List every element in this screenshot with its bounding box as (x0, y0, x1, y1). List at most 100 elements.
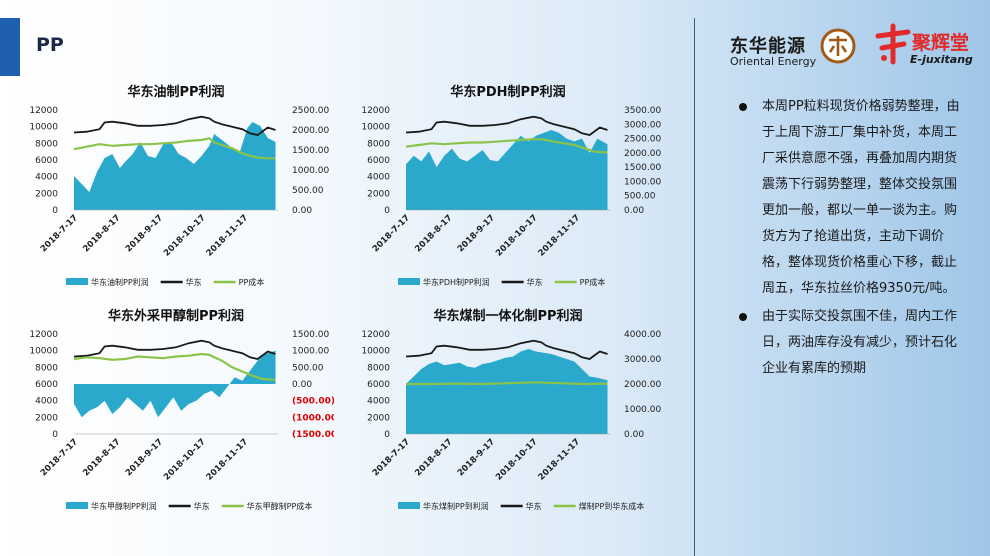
right-tick-label: 0.00 (292, 380, 312, 390)
right-tick-label: 0.00 (292, 206, 312, 216)
note-item: 由于实际交投氛围不佳，周内工作日，两油库存没有减少，预计石化企业有累库的预期 (737, 304, 969, 382)
right-tick-label: 2000.00 (624, 149, 661, 159)
right-tick-label: 0.00 (624, 206, 644, 216)
right-tick-label: 1500.00 (624, 163, 661, 173)
left-tick-label: 4000 (35, 173, 58, 183)
cost-line (73, 137, 276, 160)
chart-title: 华东煤制一体化制PP利润 (433, 308, 582, 324)
x-tick-label: 2018-9-17 (456, 213, 497, 254)
left-tick-label: 0 (52, 430, 58, 440)
left-tick-label: 10000 (361, 123, 390, 133)
left-tick-label: 12000 (361, 106, 390, 116)
oriental-emblem-icon (820, 28, 856, 64)
bullet-icon (739, 313, 747, 321)
legend-label: 华东油制PP利润 (91, 277, 149, 287)
profit-area (406, 130, 608, 210)
left-tick-label: 0 (384, 206, 390, 216)
chart-oil-pp-profit: 华东油制PP利润 12000 10000 8000 6000 4000 2000 0 2500.… (14, 76, 334, 306)
right-tick-label: 500.00 (624, 192, 656, 202)
profit-area (74, 122, 276, 210)
price-line (73, 115, 276, 136)
left-tick-label: 12000 (361, 330, 390, 340)
chart-oil-pp-profit-svg: 华东油制PP利润 12000 10000 8000 6000 4000 2000 0 2500.… (29, 84, 329, 287)
x-tick-label: 2018-11-17 (537, 213, 583, 259)
right-tick-label: 1500.00 (292, 330, 329, 340)
x-tick-label: 2018-10-17 (494, 213, 540, 259)
legend-label: 华东甲醇制PP成本 (247, 501, 313, 511)
right-tick-label: 1000.00 (292, 347, 329, 357)
x-tick-label: 2018-8-17 (81, 213, 122, 254)
right-tick-label: 2000.00 (624, 380, 661, 390)
left-tick-label: 2000 (367, 413, 390, 423)
right-tick-label: 2500.00 (292, 106, 329, 116)
left-tick-label: 4000 (35, 397, 58, 407)
x-tick-label: 2018-9-17 (124, 437, 165, 478)
legend-label: 华东甲醇制PP利润 (91, 501, 157, 511)
left-tick-label: 8000 (367, 139, 390, 149)
chart-title: 华东外采甲醇制PP利润 (108, 308, 244, 324)
left-tick-label: 8000 (35, 139, 58, 149)
price-line (73, 339, 276, 360)
left-tick-label: 6000 (367, 380, 390, 390)
left-tick-label: 10000 (361, 347, 390, 357)
left-tick-label: 10000 (29, 123, 58, 133)
bullet-icon (739, 103, 747, 111)
legend-label: 华东 (194, 501, 210, 511)
profit-area (74, 350, 276, 418)
oriental-energy-logo: 东华能源 Oriental Energy (730, 26, 862, 70)
x-tick-label: 2018-11-17 (205, 437, 251, 483)
cost-line (406, 381, 608, 386)
legend-label: PP成本 (239, 277, 265, 287)
legend-label: 煤制PP到华东成本 (579, 501, 645, 511)
juxitang-logo: 聚辉堂 E-juxitang (874, 20, 978, 70)
left-tick-label: 4000 (367, 397, 390, 407)
x-tick-label: 2018-10-17 (494, 437, 540, 483)
left-tick-label: 12000 (29, 106, 58, 116)
right-tick-label: (500.00) (292, 397, 334, 407)
oriental-logo-sub: Oriental Energy (730, 55, 817, 68)
juxitang-logo-sub: E-juxitang (910, 53, 973, 66)
x-tick-label: 2018-7-17 (39, 437, 80, 478)
vertical-divider (694, 18, 695, 556)
price-line (405, 115, 608, 136)
page-title: PP (36, 34, 64, 56)
x-tick-label: 2018-7-17 (371, 213, 412, 254)
left-tick-label: 6000 (35, 156, 58, 166)
left-tick-label: 0 (384, 430, 390, 440)
price-line (405, 339, 608, 360)
legend-label: 华东PDH制PP利润 (423, 277, 490, 287)
x-tick-label: 2018-7-17 (371, 437, 412, 478)
x-tick-label: 2018-9-17 (124, 213, 165, 254)
x-tick-label: 2018-8-17 (413, 213, 454, 254)
right-tick-label: 2000.00 (292, 126, 329, 136)
chart-methanol-pp-profit-svg: 华东外采甲醇制PP利润 12000 10000 8000 6000 4000 2000 0 15… (29, 308, 334, 511)
juxitang-logo-name: 聚辉堂 (912, 32, 970, 54)
note-text: 本周PP粒料现货价格弱势整理，由于上周下游工厂集中补货，本周工厂采供意愿不强，再… (762, 99, 960, 296)
left-tick-label: 8000 (35, 363, 58, 373)
right-tick-label: 1000.00 (624, 405, 661, 415)
right-tick-label: 1500.00 (292, 146, 329, 156)
chart-title: 华东油制PP利润 (127, 84, 224, 100)
chart-title: 华东PDH制PP利润 (450, 84, 565, 100)
left-tick-label: 0 (52, 206, 58, 216)
left-tick-label: 6000 (35, 380, 58, 390)
right-tick-label: (1000.00) (292, 413, 334, 423)
left-tick-label: 10000 (29, 347, 58, 357)
chart-coal-pp-profit: 华东煤制一体化制PP利润 12000 10000 8000 6000 4000 2000 0 4… (346, 300, 666, 530)
x-tick-label: 2018-8-17 (413, 437, 454, 478)
right-tick-label: 3500.00 (624, 106, 661, 116)
right-tick-label: 1000.00 (292, 166, 329, 176)
right-tick-label: 3000.00 (624, 355, 661, 365)
analysis-notes: 本周PP粒料现货价格弱势整理，由于上周下游工厂集中补货，本周工厂采供意愿不强，再… (737, 94, 969, 384)
right-tick-label: 500.00 (292, 186, 324, 196)
chart-methanol-pp-profit: 华东外采甲醇制PP利润 12000 10000 8000 6000 4000 2000 0 15… (14, 300, 334, 530)
left-tick-label: 2000 (367, 189, 390, 199)
chart-coal-pp-profit-svg: 华东煤制一体化制PP利润 12000 10000 8000 6000 4000 2000 0 4… (361, 308, 661, 511)
cost-line (73, 352, 276, 381)
x-tick-label: 2018-8-17 (81, 437, 122, 478)
legend-swatch (66, 502, 88, 509)
note-text: 由于实际交投氛围不佳，周内工作日，两油库存没有减少，预计石化企业有累库的预期 (762, 309, 958, 376)
x-tick-label: 2018-11-17 (205, 213, 251, 259)
x-tick-label: 2018-10-17 (162, 213, 208, 259)
legend-label: 华东 (527, 277, 543, 287)
